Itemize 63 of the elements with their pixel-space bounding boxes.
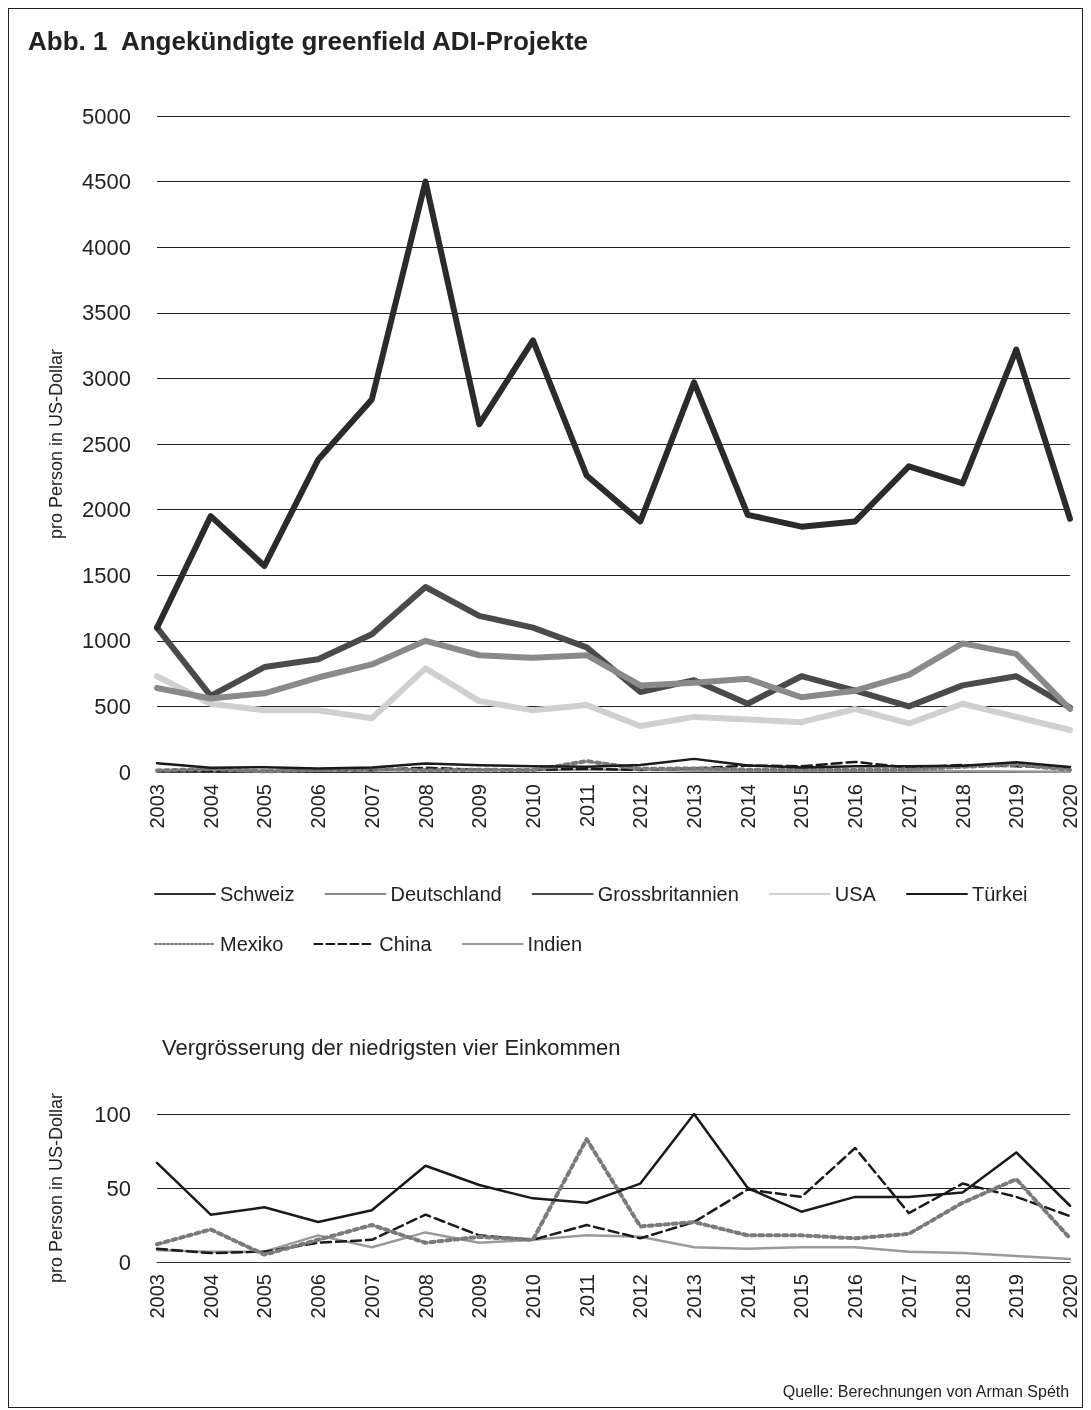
x-tick-label: 2019 bbox=[1005, 1274, 1028, 1319]
x-tick-label: 2008 bbox=[414, 784, 437, 829]
x-tick-label: 2018 bbox=[951, 1274, 974, 1319]
x-tick-label: 2014 bbox=[736, 1274, 759, 1319]
legend-label: Indien bbox=[527, 933, 583, 955]
chart-title: Abb. 1 Angekündigte greenfield ADI-Projekte bbox=[28, 26, 589, 56]
x-tick-label: 2018 bbox=[951, 784, 974, 829]
x-tick-label: 2012 bbox=[629, 1274, 652, 1319]
x-tick-label: 2017 bbox=[897, 1274, 920, 1319]
y-tick-label: 4000 bbox=[82, 234, 131, 260]
y-tick-label: 50 bbox=[106, 1175, 131, 1201]
x-tick-label: 2020 bbox=[1059, 1274, 1081, 1319]
x-tick-label: 2004 bbox=[199, 1274, 222, 1319]
y-tick-label: 1500 bbox=[82, 562, 131, 588]
legend-label: Grossbritannien bbox=[597, 883, 739, 905]
x-tick-label: 2003 bbox=[146, 784, 168, 829]
x-tick-label: 2020 bbox=[1059, 784, 1081, 829]
x-tick-label: 2005 bbox=[253, 784, 276, 829]
y-tick-label: 100 bbox=[94, 1101, 131, 1127]
x-tick-label: 2013 bbox=[683, 784, 706, 829]
x-tick-label: 2015 bbox=[790, 1274, 813, 1319]
x-tick-label: 2019 bbox=[1005, 784, 1028, 829]
chart-title: Vergrösserung der niedrigsten vier Einkommen bbox=[162, 1034, 621, 1060]
legend-label: China bbox=[379, 933, 433, 955]
x-tick-label: 2010 bbox=[521, 784, 544, 829]
y-tick-label: 3500 bbox=[82, 300, 131, 326]
legend-label: Mexiko bbox=[220, 933, 284, 955]
x-tick-label: 2016 bbox=[844, 1274, 867, 1319]
x-tick-label: 2011 bbox=[575, 784, 598, 828]
y-tick-label: 500 bbox=[94, 693, 131, 719]
x-tick-label: 2007 bbox=[360, 1274, 383, 1319]
x-tick-label: 2010 bbox=[521, 1274, 544, 1319]
legend-label: Schweiz bbox=[220, 883, 295, 905]
x-tick-label: 2015 bbox=[790, 784, 813, 829]
x-tick-label: 2016 bbox=[844, 784, 867, 829]
x-tick-label: 2008 bbox=[414, 1274, 437, 1319]
x-tick-label: 2006 bbox=[307, 1274, 330, 1319]
x-tick-label: 2004 bbox=[199, 784, 222, 829]
x-tick-label: 2007 bbox=[360, 784, 383, 829]
x-tick-label: 2003 bbox=[146, 1274, 168, 1319]
x-tick-label: 2006 bbox=[307, 784, 330, 829]
legend-label: Türkei bbox=[971, 883, 1028, 905]
y-tick-label: 0 bbox=[118, 759, 131, 785]
y-axis-title: pro Person in US-Dollar bbox=[46, 348, 66, 540]
legend-label: USA bbox=[834, 883, 877, 905]
y-axis-title: pro Person in US-Dollar bbox=[46, 1092, 66, 1284]
y-tick-label: 2500 bbox=[82, 431, 131, 457]
x-tick-label: 2013 bbox=[683, 1274, 706, 1319]
source-note: Quelle: Berechnungen von Arman Spéth bbox=[782, 1382, 1070, 1400]
y-tick-label: 1000 bbox=[82, 628, 131, 654]
y-tick-label: 4500 bbox=[82, 169, 131, 195]
x-tick-label: 2009 bbox=[468, 784, 491, 829]
y-tick-label: 2000 bbox=[82, 497, 131, 523]
legend-label: Deutschland bbox=[390, 883, 502, 905]
y-tick-label: 5000 bbox=[82, 103, 131, 129]
y-tick-label: 0 bbox=[118, 1249, 131, 1275]
x-tick-label: 2014 bbox=[736, 784, 759, 829]
y-tick-label: 3000 bbox=[82, 365, 131, 391]
x-tick-label: 2012 bbox=[629, 784, 652, 829]
x-tick-label: 2009 bbox=[468, 1274, 491, 1319]
x-tick-label: 2005 bbox=[253, 1274, 276, 1319]
x-tick-label: 2011 bbox=[575, 1274, 598, 1318]
x-tick-label: 2017 bbox=[897, 784, 920, 829]
